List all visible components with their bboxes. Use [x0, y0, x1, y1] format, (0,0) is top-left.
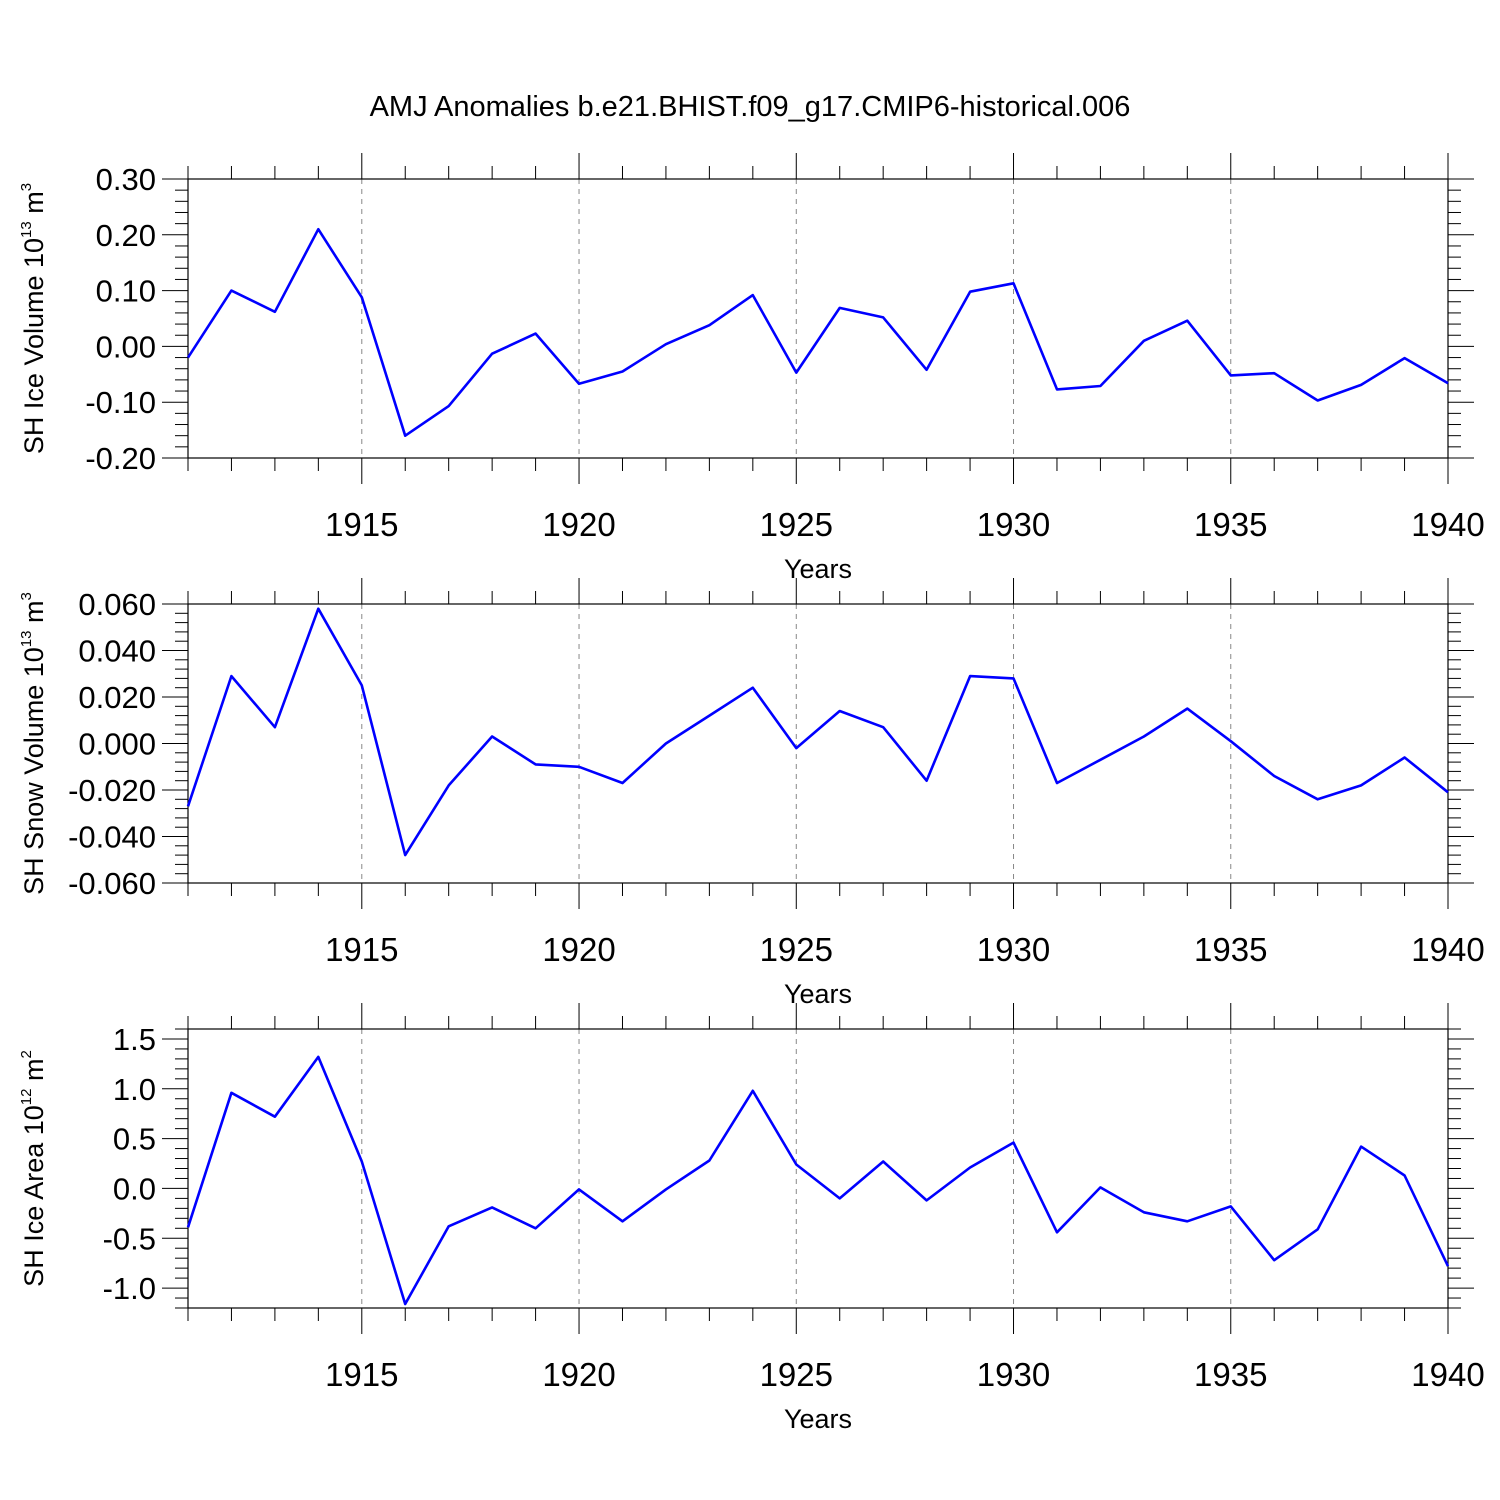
x-tick-label: 1940 [1411, 931, 1484, 968]
x-tick-label: 1940 [1411, 1356, 1484, 1393]
y-axis-label: SH Snow Volume 1013 m3 [18, 592, 49, 895]
y-tick-label: 0.040 [78, 634, 156, 669]
x-tick-label: 1920 [542, 506, 615, 543]
x-tick-label: 1930 [977, 1356, 1050, 1393]
y-tick-label: 0.000 [78, 727, 156, 762]
y-tick-label: -0.20 [85, 441, 156, 476]
y-axis-label: SH Ice Volume 1013 m3 [18, 183, 49, 454]
y-tick-label: 0.20 [96, 218, 156, 253]
y-tick-label: -1.0 [103, 1271, 156, 1306]
x-tick-label: 1920 [542, 931, 615, 968]
ice-volume-panel: 1915 1920 1925 1930 1935 1940 -0.20 -0.10 0.00 0.… [18, 153, 1485, 584]
y-tick-label: -0.10 [85, 385, 156, 420]
y-tick-label: 0.060 [78, 587, 156, 622]
y-tick-label: 0.020 [78, 680, 156, 715]
series-line [186, 607, 1449, 857]
plot-frame [187, 178, 1449, 459]
y-tick-label: 1.5 [113, 1022, 156, 1057]
x-tick-label: 1935 [1194, 1356, 1267, 1393]
y-tick-label: 0.0 [113, 1171, 156, 1206]
x-tick-label: 1925 [760, 931, 833, 968]
y-tick-label: 0.30 [96, 162, 156, 197]
y-tick-label: -0.020 [68, 773, 156, 808]
plot-frame [187, 1028, 1449, 1309]
x-tick-label: 1920 [542, 1356, 615, 1393]
x-tick-label: 1915 [325, 931, 398, 968]
series-line [186, 227, 1449, 438]
y-tick-label: -0.060 [68, 866, 156, 901]
x-tick-label: 1940 [1411, 506, 1484, 543]
series-line [186, 1055, 1450, 1306]
y-tick-label: 0.5 [113, 1122, 156, 1157]
x-axis-label: Years [784, 979, 852, 1009]
chart-title: AMJ Anomalies b.e21.BHIST.f09_g17.CMIP6-… [370, 91, 1131, 123]
x-axis-label: Years [784, 1404, 852, 1434]
x-axis-label: Years [784, 554, 852, 584]
snow-volume-panel: 1915 1920 1925 1930 1935 1940 -0.060 -0.040 -0.0… [18, 578, 1485, 1009]
x-tick-label: 1925 [760, 506, 833, 543]
x-tick-label: 1935 [1194, 931, 1267, 968]
x-tick-label: 1935 [1194, 506, 1267, 543]
x-tick-label: 1915 [325, 1356, 398, 1393]
y-tick-label: 1.0 [113, 1072, 156, 1107]
x-tick-label: 1930 [977, 506, 1050, 543]
y-tick-label: -0.5 [103, 1221, 156, 1256]
y-tick-label: 0.10 [96, 274, 156, 309]
y-axis-label: SH Ice Area 1012 m2 [18, 1050, 49, 1287]
x-tick-label: 1930 [977, 931, 1050, 968]
ice-area-panel: 1915 1920 1925 1930 1935 1940 -1.0 -0.5 0.0 0.5 1.… [18, 1003, 1485, 1434]
y-tick-label: 0.00 [96, 329, 156, 364]
x-tick-label: 1925 [760, 1356, 833, 1393]
x-tick-label: 1915 [325, 506, 398, 543]
y-tick-label: -0.040 [68, 820, 156, 855]
